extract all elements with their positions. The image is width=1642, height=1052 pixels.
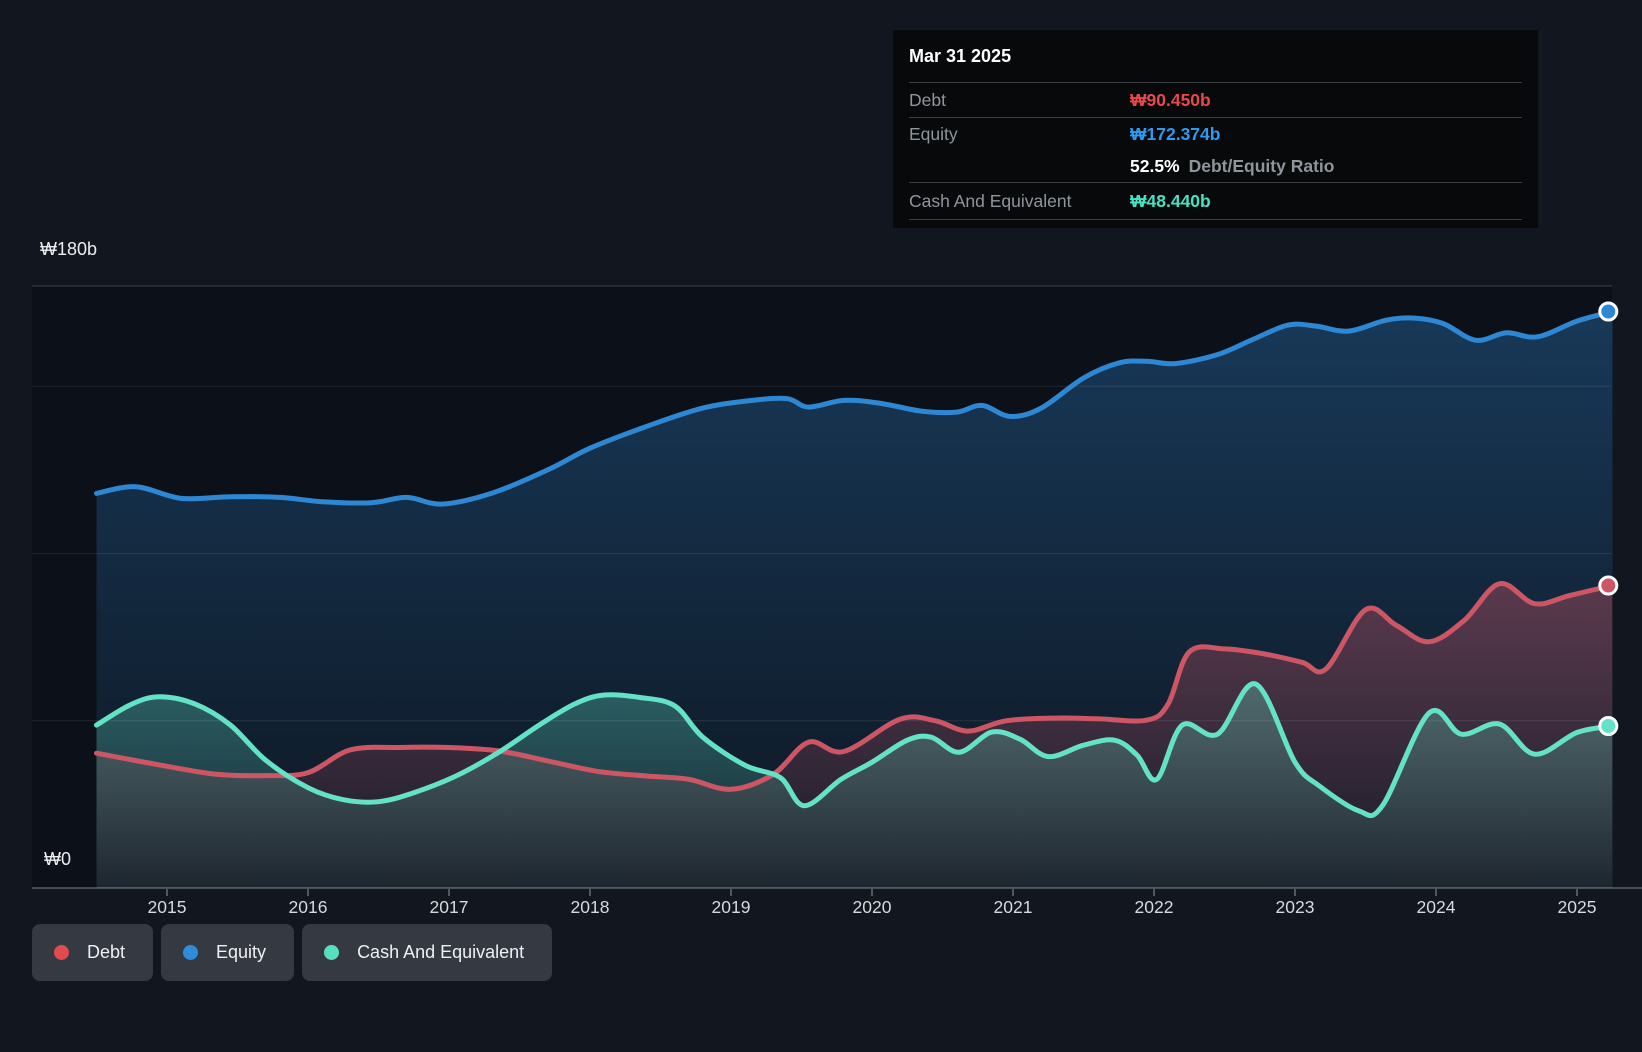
- tooltip-debt-label: Debt: [909, 90, 946, 111]
- x-axis-year-label: 2021: [994, 897, 1033, 918]
- legend-label-cash: Cash And Equivalent: [357, 942, 524, 963]
- x-axis-year-label: 2017: [430, 897, 469, 918]
- endpoint-dot-debt: [1600, 577, 1617, 594]
- tooltip-row-ratio: 52.5% Debt/Equity Ratio: [909, 151, 1522, 183]
- x-axis-year-label: 2023: [1276, 897, 1315, 918]
- tooltip-ratio-percent: 52.5%: [1130, 156, 1180, 177]
- tooltip-cash-label: Cash And Equivalent: [909, 191, 1071, 212]
- x-axis-year-label: 2025: [1558, 897, 1597, 918]
- x-axis-year-label: 2018: [571, 897, 610, 918]
- x-axis-year-label: 2020: [853, 897, 892, 918]
- equity-series-dot-icon: [183, 945, 198, 960]
- chart-tooltip: Mar 31 2025 Debt ₩90.450b Equity ₩172.37…: [893, 30, 1538, 228]
- tooltip-equity-label: Equity: [909, 124, 958, 145]
- x-axis: 2015 2016 2017 2018 2019 2020 2021 2022 2023 2024…: [0, 897, 1642, 921]
- tooltip-equity-value: ₩172.374b: [1130, 124, 1220, 145]
- legend-chip-cash[interactable]: Cash And Equivalent: [302, 924, 552, 981]
- cash-series-dot-icon: [324, 945, 339, 960]
- tooltip-debt-value: ₩90.450b: [1130, 90, 1211, 111]
- y-axis-label-180b: ₩180b: [40, 239, 97, 260]
- endpoint-dot-equity: [1600, 303, 1617, 320]
- x-axis-year-label: 2016: [289, 897, 328, 918]
- x-axis-year-label: 2024: [1417, 897, 1456, 918]
- legend-label-debt: Debt: [87, 942, 125, 963]
- debt-series-dot-icon: [54, 945, 69, 960]
- y-axis-label-0: ₩0: [44, 849, 71, 870]
- tooltip-ratio-text: Debt/Equity Ratio: [1189, 156, 1335, 177]
- tooltip-row-debt: Debt ₩90.450b: [909, 83, 1522, 118]
- legend-label-equity: Equity: [216, 942, 266, 963]
- tooltip-cash-value: ₩48.440b: [1130, 191, 1211, 212]
- tooltip-row-equity: Equity ₩172.374b: [909, 118, 1522, 151]
- x-axis-year-label: 2022: [1135, 897, 1174, 918]
- legend-chip-debt[interactable]: Debt: [32, 924, 153, 981]
- tooltip-date: Mar 31 2025: [909, 30, 1522, 83]
- legend-chip-equity[interactable]: Equity: [161, 924, 294, 981]
- tooltip-row-cash: Cash And Equivalent ₩48.440b: [909, 183, 1522, 220]
- endpoint-dot-cash-and-equivalent: [1600, 718, 1617, 735]
- x-axis-year-label: 2019: [712, 897, 751, 918]
- chart-legend: Debt Equity Cash And Equivalent: [32, 924, 552, 981]
- x-axis-year-label: 2015: [148, 897, 187, 918]
